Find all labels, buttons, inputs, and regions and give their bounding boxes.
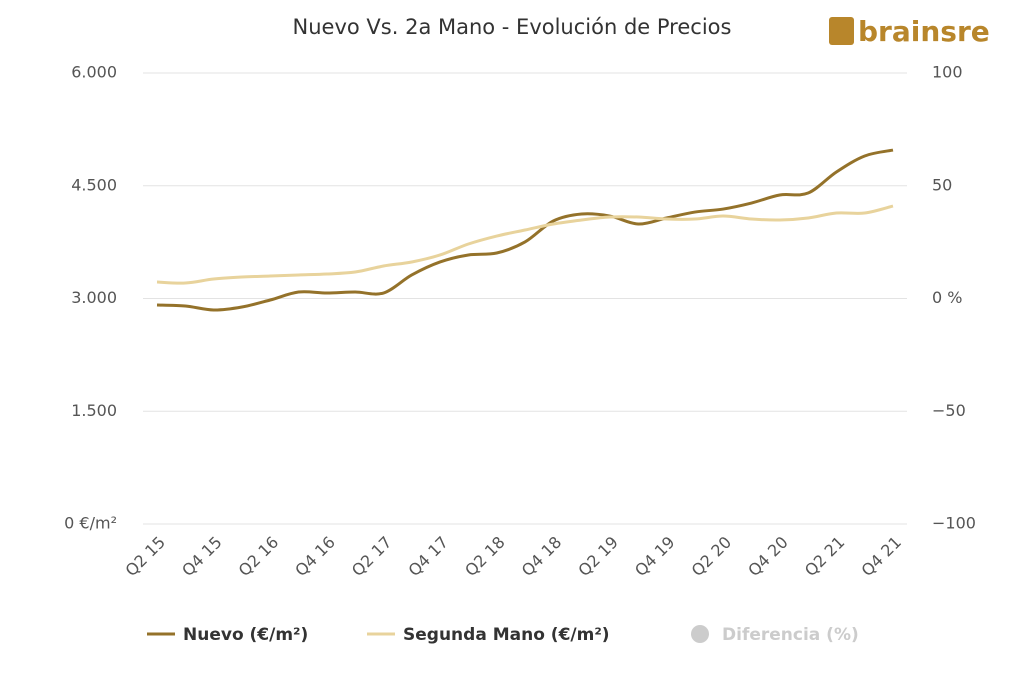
y-tick-label: 0 €/m²: [64, 514, 117, 533]
chart-title: Nuevo Vs. 2a Mano - Evolución de Precios: [293, 15, 732, 39]
x-tick-label: Q4 16: [291, 533, 339, 581]
series-line: [156, 204, 894, 285]
x-tick-label: Q2 18: [461, 533, 509, 581]
x-tick-label: Q4 20: [744, 533, 792, 581]
y-tick-label: 3.000: [71, 288, 117, 307]
x-tick-label: Q2 19: [574, 533, 622, 581]
x-tick-label: Q2 16: [235, 533, 283, 581]
x-tick-label: Q4 21: [857, 533, 905, 581]
y-tick-label: 6.000: [71, 63, 117, 82]
logo: brainsre: [829, 15, 990, 48]
legend-label: Segunda Mano (€/m²): [403, 625, 610, 645]
logo-icon: [829, 17, 854, 45]
legend-item: Nuevo (€/m²): [147, 625, 308, 645]
legend-label: Nuevo (€/m²): [183, 625, 308, 645]
logo-text: brainsre: [858, 15, 990, 48]
y-tick-label: 4.500: [71, 175, 117, 194]
legend-marker: [691, 625, 709, 643]
y2-tick-label: 100: [932, 63, 963, 82]
x-tick-label: Q4 15: [178, 533, 226, 581]
y2-tick-label: −100: [932, 514, 976, 533]
x-tick-label: Q4 18: [518, 533, 566, 581]
x-tick-label: Q2 20: [688, 533, 736, 581]
y2-tick-label: −50: [932, 401, 966, 420]
x-tick-label: Q2 17: [348, 533, 396, 581]
x-tick-label: Q2 21: [801, 533, 849, 581]
legend-item: Diferencia (%): [691, 625, 859, 645]
y-tick-label: 1.500: [71, 401, 117, 420]
x-tick-label: Q2 15: [121, 533, 169, 581]
legend-item: Segunda Mano (€/m²): [367, 625, 610, 645]
y2-tick-label: 0 %: [932, 288, 962, 307]
x-tick-label: Q4 19: [631, 533, 679, 581]
series-line: [156, 148, 894, 312]
y2-tick-label: 50: [932, 175, 952, 194]
legend-label: Diferencia (%): [722, 625, 859, 645]
x-tick-label: Q4 17: [405, 533, 453, 581]
